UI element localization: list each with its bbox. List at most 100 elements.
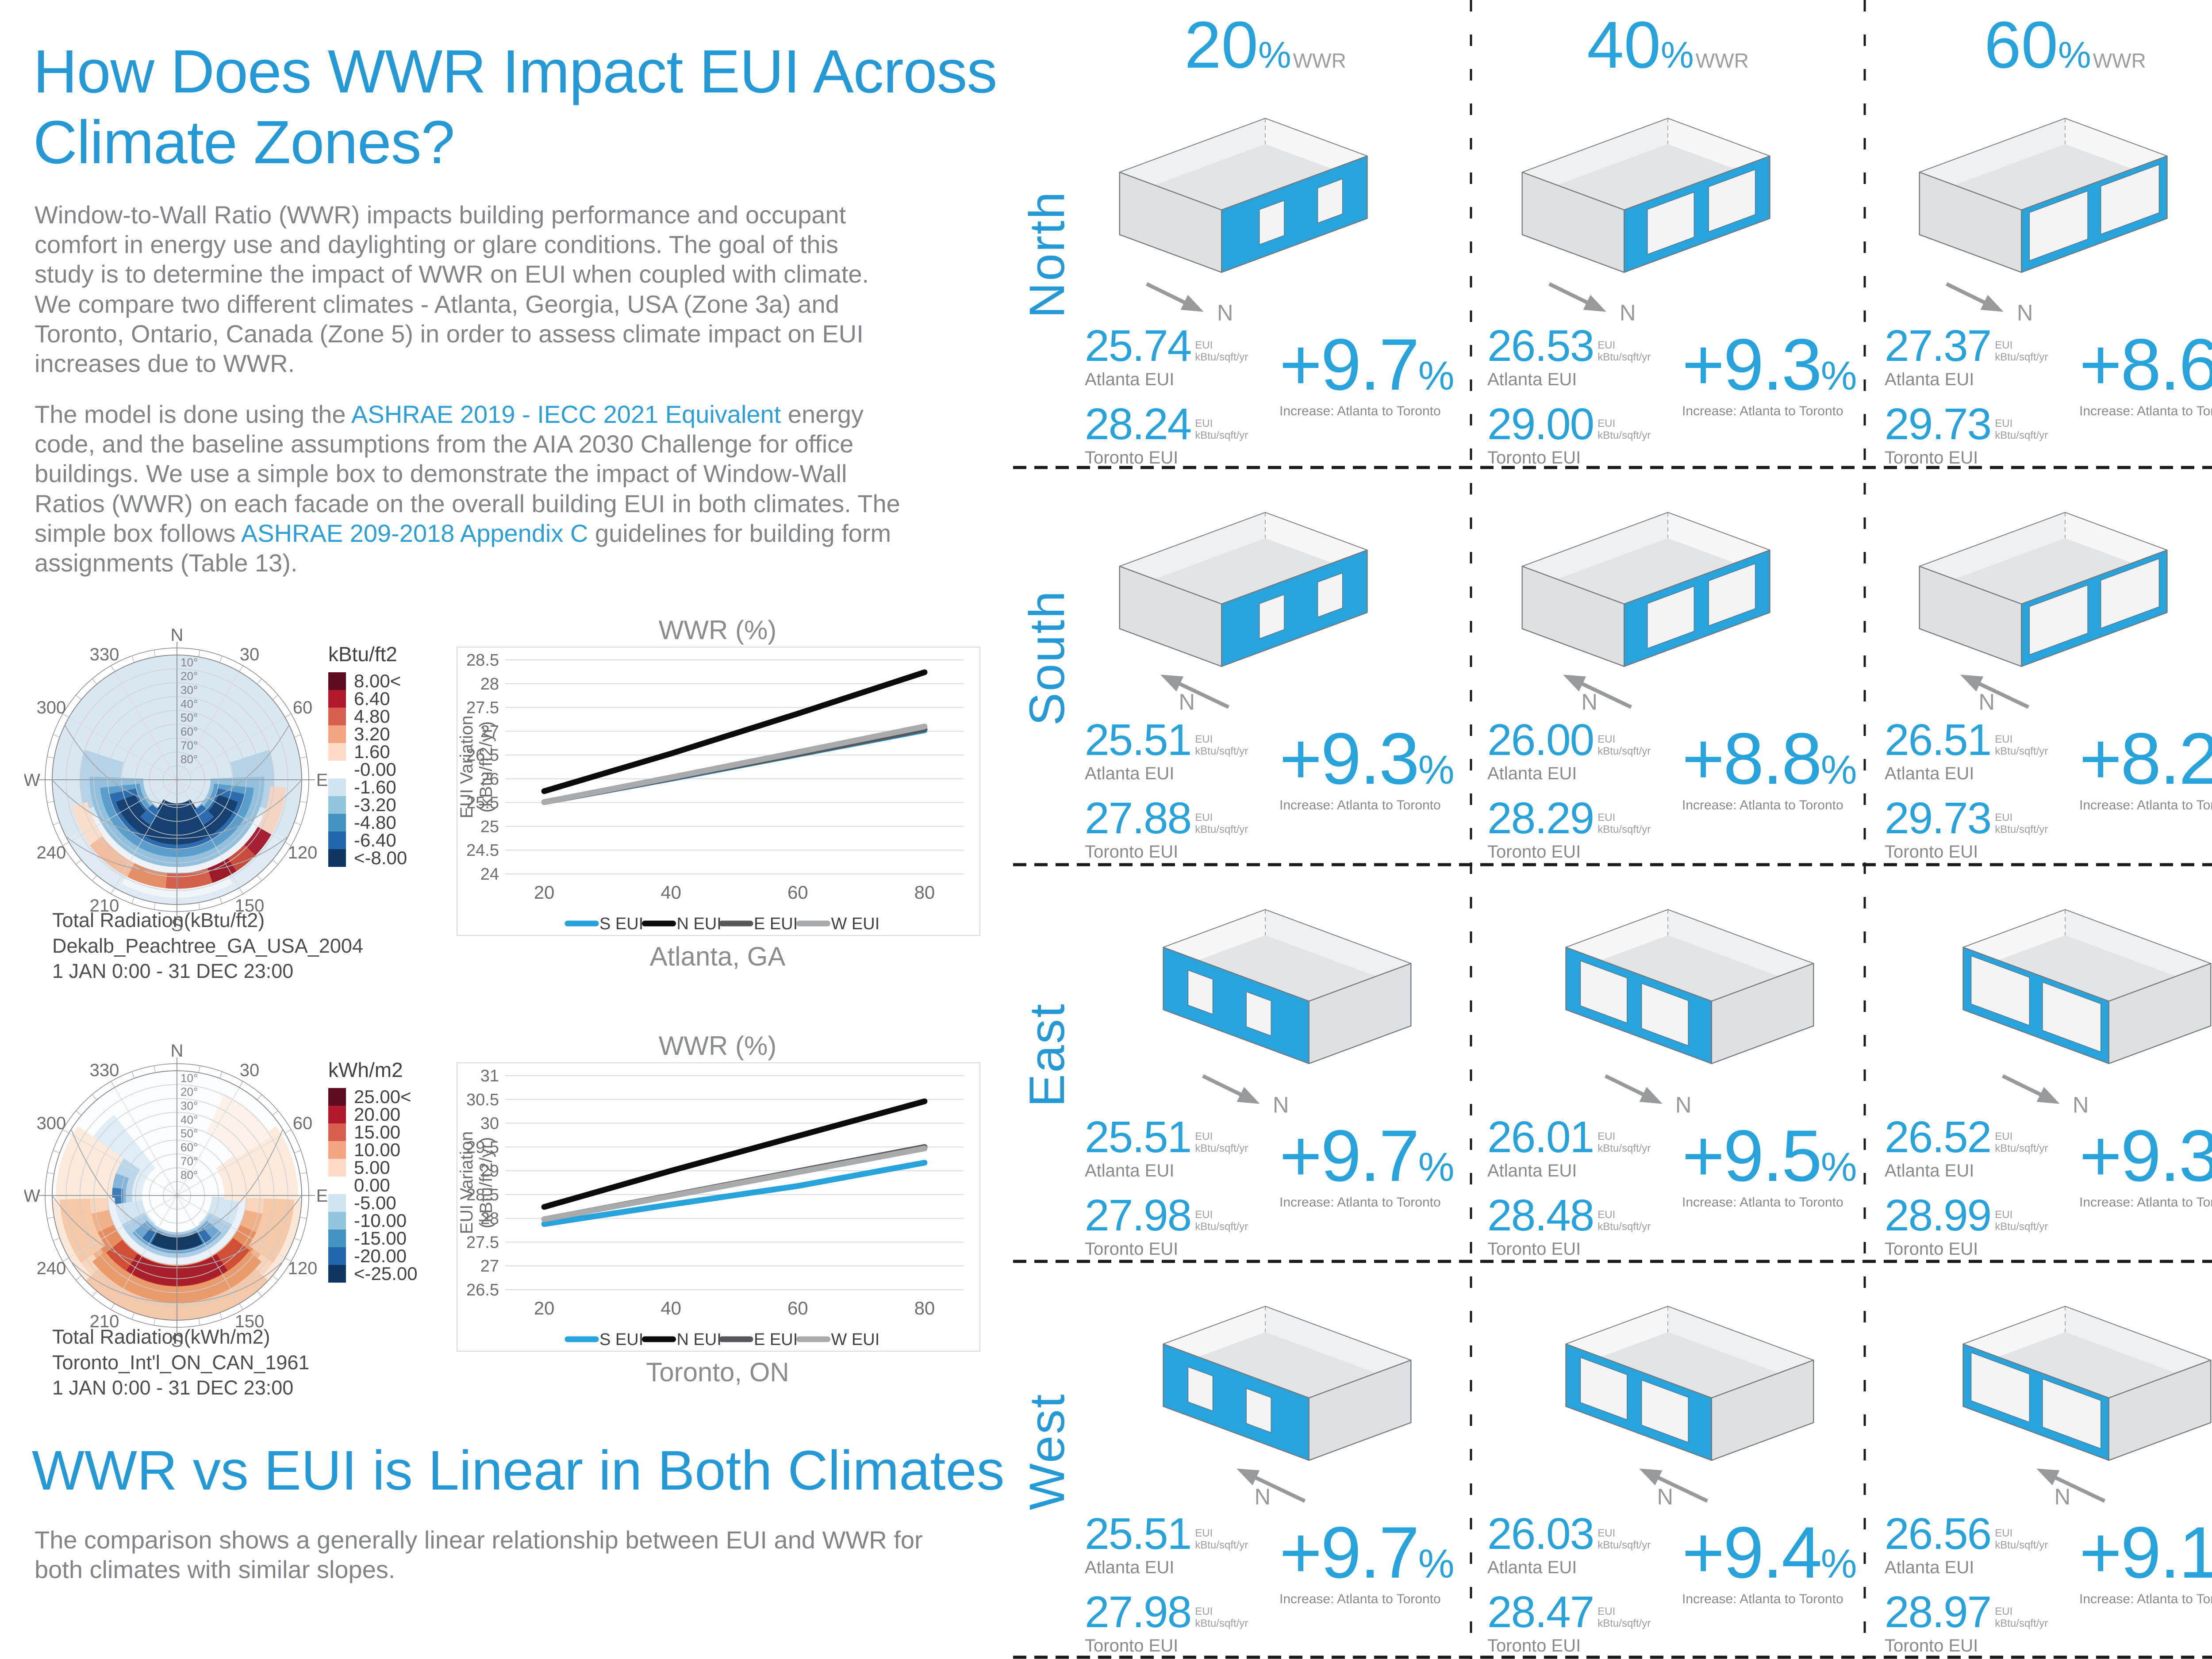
toronto-eui-value: 29.00 [1487,399,1594,449]
unit-kbtu: kBtu/sqft/yr [1995,1617,2048,1630]
rose-legend-entry: 15.00 [328,1122,514,1142]
eui-city-label: Toronto EUI [1487,842,1581,862]
legend-label: E EUI [754,915,798,933]
svg-text:20: 20 [534,1298,555,1318]
increase-value: +9.7 [1279,324,1420,405]
compass-label: 210 [90,896,119,916]
atlanta-eui-value: 25.74 [1085,321,1192,371]
ashrae-link[interactable]: ASHRAE 209-2018 Appendix C [241,519,588,547]
rose-legend-entry: 10.00 [328,1139,514,1160]
percent-sign: % [1661,34,1694,76]
compass-label: N [171,625,184,645]
eui-unit: EUI kBtu/sqft/yr [1991,1527,2048,1552]
unit-kbtu: kBtu/sqft/yr [1195,1539,1248,1552]
eui-city-label: Toronto EUI [1885,448,1978,467]
rose-legend-swatch [328,849,346,867]
unit-kbtu: kBtu/sqft/yr [1195,1221,1248,1233]
increase-percent-sign: % [1418,747,1455,793]
rose-legend-label: -15.00 [354,1228,407,1249]
grid-cell-values: 26.56 EUI kBtu/sqft/yr Atlanta EUI 28.97 EUI k… [1885,1512,2212,1659]
increase-column: +9.5% Increase: Atlanta to Toronto [1682,1119,1857,1275]
rose-legend-swatch [328,690,346,708]
increase-column: +9.4% Increase: Atlanta to Toronto [1682,1515,1857,1659]
compass-label: 240 [37,1259,66,1278]
increase-column: +9.1%Increase: Atlanta to Toronto [2079,1515,2212,1659]
altitude-label: 20° [180,670,198,683]
eui-unit: EUI kBtu/sqft/yr [1991,418,2048,443]
grid-cell-values: 26.03 EUI kBtu/sqft/yr Atlanta EUI 28.47 EUI k… [1487,1509,1857,1659]
eui-unit: EUI kBtu/sqft/yr [1191,1605,1248,1631]
rose-legend-label: -10.00 [354,1210,407,1231]
eui-unit: EUI kBtu/sqft/yr [1991,733,2048,759]
increase-caption: Increase: Atlanta to Toronto [2079,404,2212,418]
rose-legend-entry: 8.00< [328,670,514,691]
eui-city-label: Atlanta EUI [1487,1161,1577,1180]
compass-label: 300 [37,698,66,717]
eui-values-column: 26.53 EUI kBtu/sqft/yr Atlanta EUI 29.00 EUI k… [1487,324,1682,484]
unit-kbtu: kBtu/sqft/yr [1995,1142,2048,1155]
altitude-label: 60° [180,725,198,738]
legend-label: E EUI [754,1330,798,1349]
rose-legend-label: -3.20 [354,794,396,815]
increase-column: +9.3%Increase: Atlanta to Toronto [2079,1119,2212,1275]
svg-text:80: 80 [914,882,935,903]
increase-caption: Increase: Atlanta to Toronto [1682,798,1843,812]
compass-label: 30 [240,645,260,664]
rose-legend-label: -20.00 [354,1245,407,1266]
altitude-label: 70° [180,1154,198,1168]
rose-legend-label: 0.00 [354,1175,390,1195]
compass-label: 60 [293,1114,313,1133]
method-text-segment: energy code, and the baseline assumption… [35,400,900,547]
rose-legend-swatch [328,1159,346,1176]
rose-caption-toronto: Total Radiation(kWh/m2) Toronto_Int'l_ON_… [52,1324,309,1401]
line-chart-plot: 26.5 27 27.5 28 28.5 29 29.5 30 30.5 31 20 40 60 80 EU… [457,1062,980,1352]
unit-eui: EUI [1995,1527,2013,1540]
rose-legend-label: -0.00 [354,759,396,780]
atlanta-eui-value: 25.51 [1085,1509,1192,1559]
x-axis-city-label: Toronto, ON [646,1357,789,1387]
altitude-label: 20° [180,1085,198,1099]
increase-column: +9.7% Increase: Atlanta to Toronto [1279,327,1455,484]
atlanta-eui-value: 26.03 [1487,1509,1594,1559]
ashrae-link[interactable]: ASHRAE 2019 - IECC 2021 Equivalent [351,400,781,428]
row-label-north: North [1019,190,1075,318]
toronto-eui-value-group: 28.48 EUI kBtu/sqft/yr Toronto EUI [1487,1193,1682,1259]
eui-values-column: 26.01 EUI kBtu/sqft/yr Atlanta EUI 28.48 EUI k… [1487,1115,1682,1275]
toronto-eui-value-group: 29.73 EUI kBtu/sqft/yr Toronto EUI [1885,796,2079,862]
rose-legend-label: 10.00 [354,1139,401,1160]
compass-arrow [1252,1475,1306,1503]
increase-percent-sign: % [1820,747,1857,793]
sky-dome-plot: N 30 60 E 120 150 S 210 240 W 300 330 10°20°30°40°50… [23,625,328,935]
series-w-eui [541,724,928,805]
rose-legend-swatch [328,1265,346,1283]
atlanta-eui-value-group: 25.51 EUI kBtu/sqft/yr Atlanta EUI [1085,1509,1279,1578]
chart-title: WWR (%) [658,615,777,645]
rose-legend-entry: -6.40 [328,830,514,851]
unit-kbtu: kBtu/sqft/yr [1995,429,2048,442]
grid-cell-values: 26.00 EUI kBtu/sqft/yr Atlanta EUI 28.29 EUI k… [1487,718,1857,878]
grid-cell-values: 25.51 EUI kBtu/sqft/yr Atlanta EUI 27.98 EUI k… [1085,1509,1455,1659]
increase-column: +9.7% Increase: Atlanta to Toronto [1279,1515,1455,1659]
svg-text:28.5: 28.5 [466,1186,499,1204]
eui-unit: EUI kBtu/sqft/yr [1991,1130,2048,1156]
north-label: N [2055,1484,2071,1509]
increase-caption: Increase: Atlanta to Toronto [1682,1195,1843,1210]
increase-caption: Increase: Atlanta to Toronto [1682,1592,1843,1606]
increase-value: +9.5 [1682,1115,1822,1196]
unit-eui: EUI [1195,418,1213,430]
rose-legend-swatch [328,725,346,743]
altitude-label: 10° [180,1071,198,1084]
north-label: N [1620,300,1636,326]
rose-legend-label: 20.00 [354,1104,401,1125]
compass-label: 120 [288,843,318,862]
rose-legend-entry: 4.80 [328,706,514,727]
svg-text:29.5: 29.5 [466,1138,499,1157]
north-label: N [1978,689,1995,714]
svg-text:27.5: 27.5 [466,1233,499,1252]
toronto-eui-value: 28.24 [1085,399,1192,449]
eui-unit: EUI kBtu/sqft/yr [1191,1130,1248,1156]
eui-values-column: 26.56 EUI kBtu/sqft/yr Atlanta EUI 28.97 EUI k… [1885,1512,2079,1659]
rose-legend-swatch [328,672,346,690]
eui-unit: EUI kBtu/sqft/yr [1594,812,1651,837]
rose-legend-label: -4.80 [354,812,396,833]
